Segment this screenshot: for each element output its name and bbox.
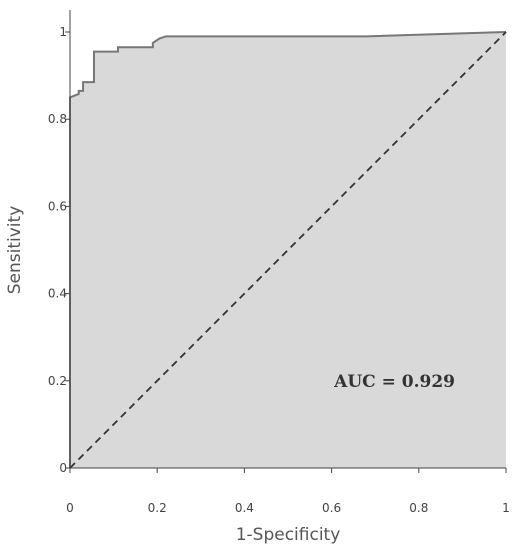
x-tick-label: 0.6	[322, 501, 341, 515]
x-tick-label: 0.8	[409, 501, 428, 515]
y-tick-label: 0	[59, 461, 67, 475]
x-tick-label: 0.2	[148, 501, 167, 515]
axes	[69, 10, 506, 469]
reference-diagonal-line	[69, 31, 507, 469]
y-tick-label: 0.4	[48, 287, 67, 301]
y-axis-title: Sensitivity	[5, 206, 25, 295]
x-tick-label: 0.4	[235, 501, 254, 515]
x-ticks: 0 0.2 0.4 0.6 0.8 1	[66, 468, 510, 515]
y-tick-label: 0.8	[48, 112, 67, 126]
y-tick-label: 0.2	[48, 374, 67, 388]
y-tick-label: 0.6	[48, 199, 67, 213]
auc-annotation: AUC = 0.929	[333, 372, 455, 392]
roc-curve-line	[69, 31, 507, 468]
y-ticks: 0 0.2 0.4 0.6 0.8 1	[48, 25, 70, 475]
plot-area	[69, 31, 507, 469]
x-tick-label: 0	[66, 501, 74, 515]
x-axis-title: 1-Specificity	[236, 525, 341, 545]
x-tick-label: 1	[502, 501, 510, 515]
y-tick-label: 1	[59, 25, 67, 39]
